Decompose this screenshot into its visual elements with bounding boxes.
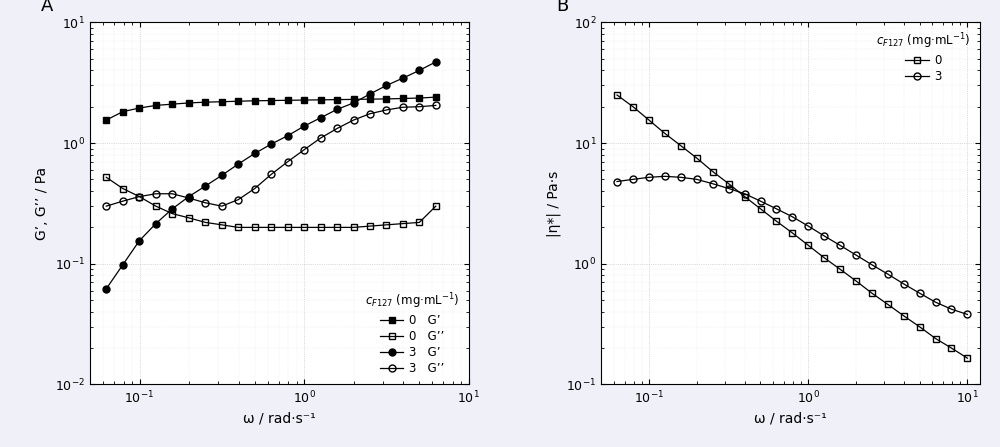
Legend: 0, 3: 0, 3 (873, 28, 974, 87)
Y-axis label: |η*| / Pa·s: |η*| / Pa·s (546, 170, 561, 236)
Legend: 0   G’, 0   G’’, 3   G’, 3   G’’: 0 G’, 0 G’’, 3 G’, 3 G’’ (361, 288, 463, 379)
Text: B: B (556, 0, 568, 15)
X-axis label: ω / rad·s⁻¹: ω / rad·s⁻¹ (754, 411, 827, 426)
Y-axis label: G’, G’’ / Pa: G’, G’’ / Pa (35, 167, 49, 240)
Text: A: A (41, 0, 53, 15)
X-axis label: ω / rad·s⁻¹: ω / rad·s⁻¹ (243, 411, 316, 426)
